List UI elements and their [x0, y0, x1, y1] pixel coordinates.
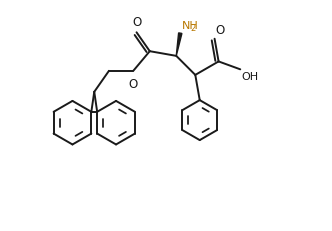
Text: O: O [216, 24, 225, 37]
Text: OH: OH [242, 72, 259, 82]
Text: NH: NH [182, 21, 198, 31]
Text: 2: 2 [190, 24, 195, 33]
Text: O: O [132, 16, 141, 29]
Text: O: O [129, 78, 138, 91]
Polygon shape [176, 34, 182, 57]
